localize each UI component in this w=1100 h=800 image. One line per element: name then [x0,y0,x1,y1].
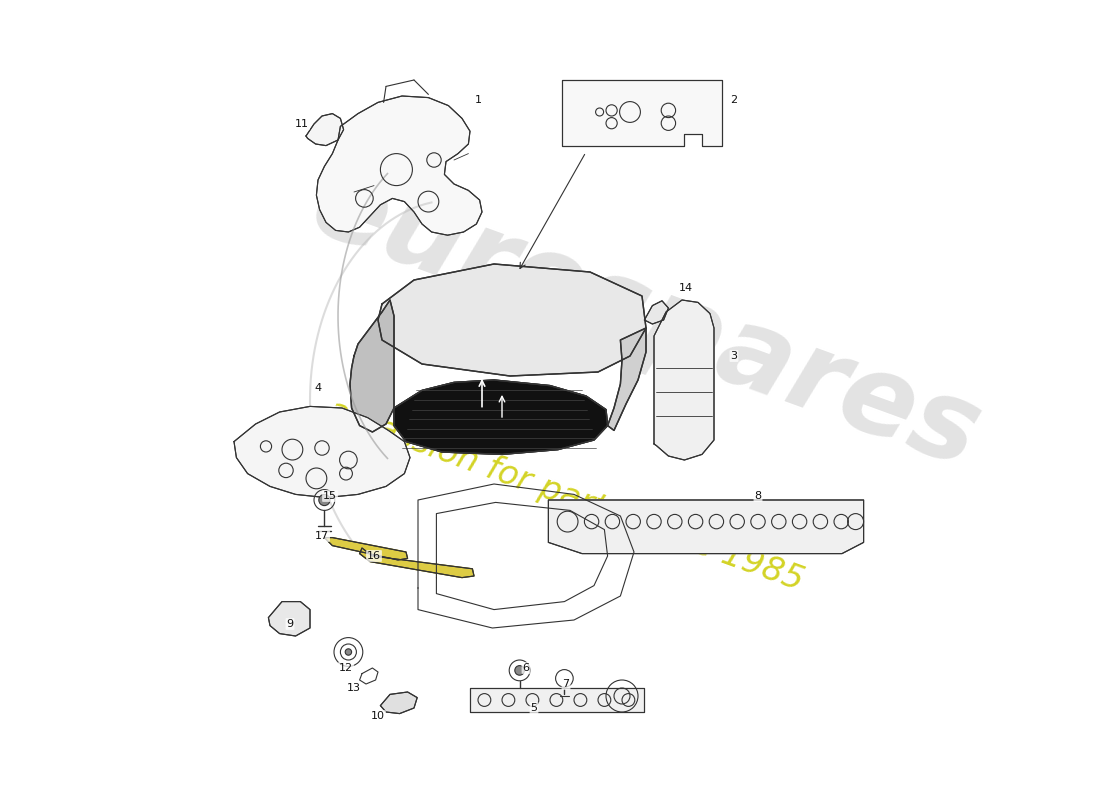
Text: 17: 17 [315,531,329,541]
Text: a passion for parts since 1985: a passion for parts since 1985 [323,394,808,598]
Text: 16: 16 [367,551,381,561]
Polygon shape [654,300,714,460]
Text: 8: 8 [755,491,761,501]
Polygon shape [317,96,482,235]
Text: 6: 6 [522,663,529,673]
Circle shape [319,494,330,506]
Text: 2: 2 [730,95,738,105]
Text: 14: 14 [679,283,693,293]
Text: eurospares: eurospares [298,150,994,490]
Polygon shape [645,301,669,324]
Text: 12: 12 [339,663,353,673]
Polygon shape [350,300,394,432]
Text: 11: 11 [295,119,309,129]
Circle shape [515,666,525,675]
Text: 3: 3 [730,351,737,361]
Polygon shape [562,80,722,146]
Text: 9: 9 [286,619,294,629]
Polygon shape [394,380,607,454]
Polygon shape [324,538,408,560]
Polygon shape [470,688,645,712]
Text: 15: 15 [323,491,337,501]
Circle shape [345,649,352,655]
Polygon shape [268,602,310,636]
Text: 10: 10 [371,711,385,721]
Text: 5: 5 [530,703,538,713]
Text: 1: 1 [474,95,482,105]
Polygon shape [549,500,864,554]
Polygon shape [381,692,417,714]
Polygon shape [306,114,343,146]
Polygon shape [234,406,410,498]
Text: 13: 13 [346,683,361,693]
Polygon shape [607,328,646,430]
Polygon shape [360,548,474,578]
Text: 7: 7 [562,679,570,689]
Polygon shape [378,264,646,376]
Text: 4: 4 [315,383,321,393]
